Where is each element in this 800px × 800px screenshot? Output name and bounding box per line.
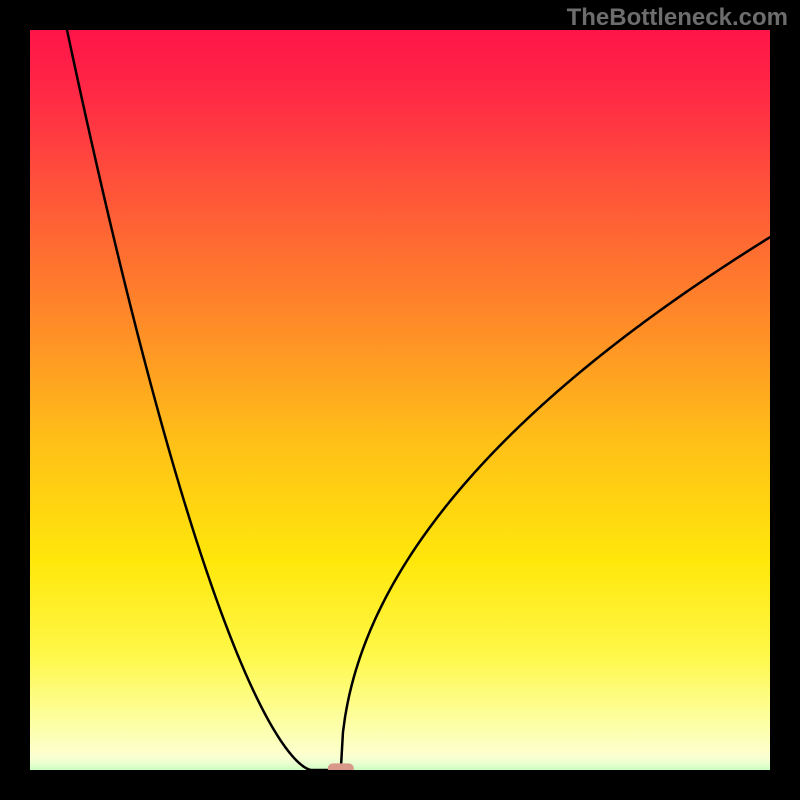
- chart-border-left: [0, 0, 30, 800]
- chart-border-right: [770, 0, 800, 800]
- chart-background-gradient: [0, 0, 800, 800]
- chart-border-bottom: [0, 770, 800, 800]
- bottleneck-chart-svg: [0, 0, 800, 800]
- watermark-text: TheBottleneck.com: [567, 4, 788, 32]
- bottleneck-chart-container: TheBottleneck.com: [0, 0, 800, 800]
